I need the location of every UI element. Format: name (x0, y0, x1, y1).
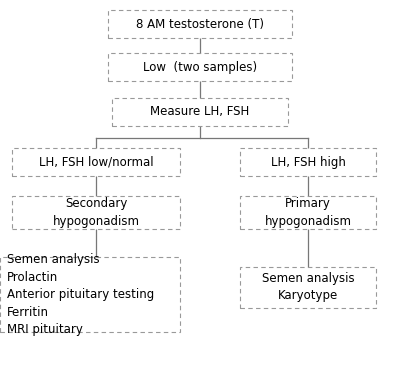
Text: Secondary
hypogonadism: Secondary hypogonadism (52, 197, 140, 228)
FancyBboxPatch shape (240, 148, 376, 176)
FancyBboxPatch shape (240, 196, 376, 229)
FancyBboxPatch shape (112, 98, 288, 126)
Text: Low  (two samples): Low (two samples) (143, 61, 257, 73)
Text: LH, FSH low/normal: LH, FSH low/normal (39, 156, 153, 169)
Text: 8 AM testosterone (T): 8 AM testosterone (T) (136, 18, 264, 31)
Text: LH, FSH high: LH, FSH high (270, 156, 346, 169)
Text: Primary
hypogonadism: Primary hypogonadism (264, 197, 352, 228)
FancyBboxPatch shape (108, 53, 292, 81)
Text: Semen analysis
Prolactin
Anterior pituitary testing
Ferritin
MRI pituitary: Semen analysis Prolactin Anterior pituit… (7, 253, 154, 336)
Text: Semen analysis
Karyotype: Semen analysis Karyotype (262, 272, 354, 303)
FancyBboxPatch shape (240, 267, 376, 308)
FancyBboxPatch shape (0, 257, 180, 332)
FancyBboxPatch shape (12, 196, 180, 229)
Text: Measure LH, FSH: Measure LH, FSH (150, 106, 250, 118)
FancyBboxPatch shape (12, 148, 180, 176)
FancyBboxPatch shape (108, 10, 292, 38)
